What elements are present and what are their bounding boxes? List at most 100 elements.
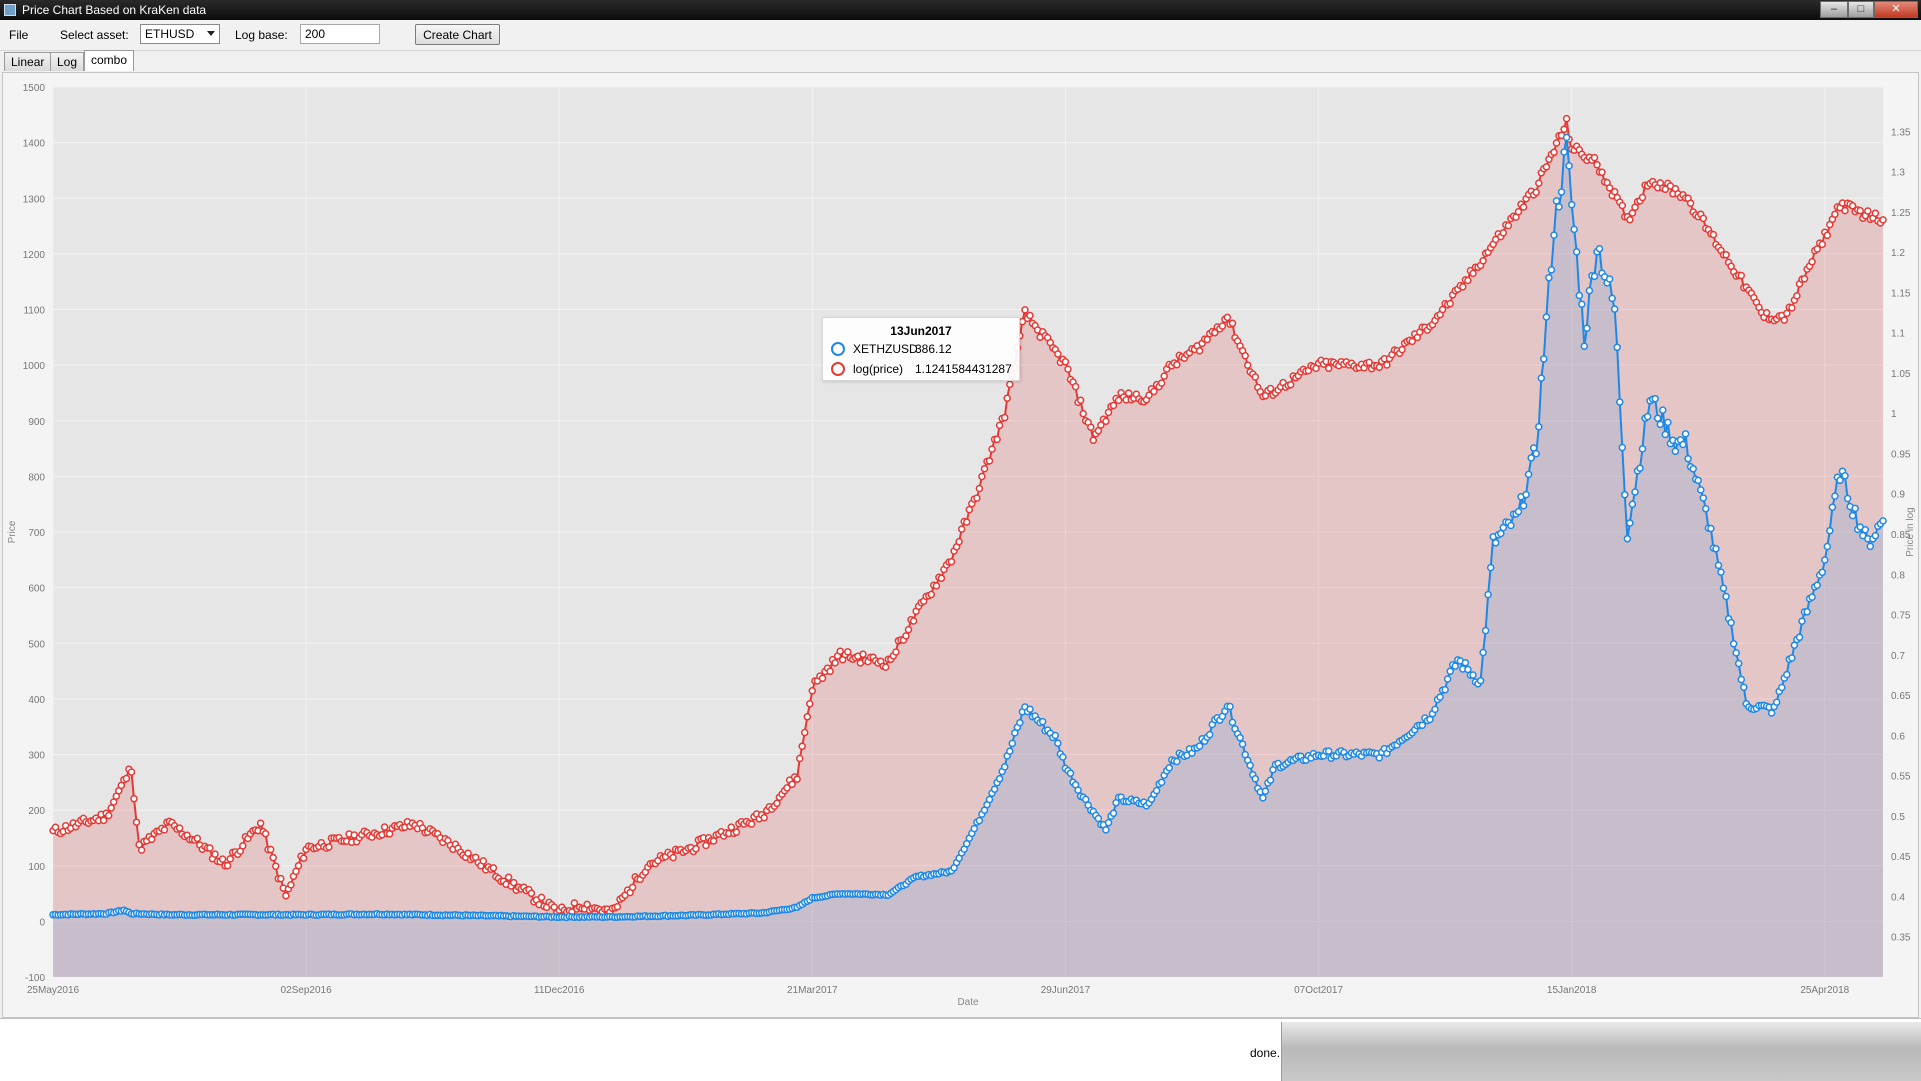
y2-tick-label: 0.85 [1891, 530, 1911, 541]
data-point [1026, 311, 1034, 320]
data-point [1572, 248, 1581, 256]
progress-bar [1281, 1022, 1921, 1081]
data-point [1064, 365, 1072, 373]
data-point [1813, 245, 1821, 253]
data-point [965, 505, 974, 514]
data-point [1793, 292, 1801, 300]
data-point [1795, 633, 1804, 642]
data-point [1813, 581, 1821, 590]
data-point [99, 816, 108, 825]
data-point [1841, 472, 1849, 480]
data-point [1226, 702, 1234, 711]
x-tick-label: 07Oct2017 [1294, 985, 1343, 996]
data-point [583, 900, 591, 909]
data-point [962, 518, 971, 526]
data-point [1697, 486, 1705, 494]
data-point [1618, 443, 1627, 452]
data-point [788, 780, 796, 789]
data-point [988, 445, 996, 453]
data-point [1261, 787, 1270, 795]
tab-log[interactable]: Log [50, 52, 85, 71]
data-point [1016, 718, 1024, 727]
data-point [1783, 670, 1791, 679]
data-point [294, 861, 303, 870]
data-point [1618, 201, 1627, 210]
data-point [831, 659, 839, 667]
data-point [1408, 337, 1416, 346]
data-point [1661, 430, 1670, 439]
data-point [1109, 401, 1118, 410]
chevron-down-icon [207, 31, 215, 36]
data-point [1590, 153, 1599, 162]
data-point [1436, 693, 1444, 701]
data-point [509, 878, 518, 887]
data-point [1575, 291, 1584, 300]
data-point [798, 742, 806, 751]
create-chart-button[interactable]: Create Chart [415, 24, 500, 45]
data-point [193, 834, 202, 843]
data-point [1418, 721, 1427, 730]
asset-select[interactable]: ETHUSD [140, 24, 220, 44]
data-point [1109, 809, 1118, 818]
data-point [1061, 358, 1070, 366]
data-point [1583, 324, 1591, 333]
y-tick-label: 1500 [23, 83, 46, 94]
file-menu[interactable]: File [9, 28, 29, 42]
data-point [1712, 545, 1720, 553]
data-point [266, 845, 275, 854]
data-point [1780, 316, 1789, 324]
y-tick-label: 1300 [23, 194, 46, 205]
data-point [1717, 568, 1725, 576]
data-point [479, 857, 488, 865]
data-point [1638, 445, 1647, 453]
data-point [669, 853, 677, 862]
y2-tick-label: 1.05 [1891, 369, 1911, 380]
data-point [990, 785, 999, 793]
window-title: Price Chart Based on KraKen data [22, 3, 207, 17]
data-point [1051, 731, 1060, 740]
data-point [1461, 658, 1470, 667]
data-point [1479, 648, 1487, 657]
data-point [1054, 350, 1062, 358]
data-point [1848, 511, 1857, 520]
data-point [107, 804, 115, 812]
data-point [1871, 531, 1880, 540]
data-point [909, 617, 918, 625]
data-point [1808, 258, 1816, 266]
data-point [985, 457, 994, 465]
data-point [1246, 761, 1254, 770]
log-base-input[interactable] [300, 24, 380, 44]
y-tick-label: 300 [28, 751, 45, 762]
data-point [1464, 276, 1472, 285]
data-point [1859, 531, 1867, 540]
data-point [380, 823, 389, 831]
maximize-button[interactable]: □ [1848, 1, 1874, 18]
data-point [1451, 662, 1459, 670]
y2-tick-label: 1.15 [1891, 288, 1911, 299]
combo-chart[interactable]: -100 0 100 200 300 400 500 600 700 800 900 1000 1100… [3, 73, 1918, 1017]
data-point [1681, 430, 1690, 438]
data-point [1000, 763, 1009, 771]
circle-marker-icon [831, 342, 845, 356]
data-point [1497, 529, 1505, 538]
data-point [1519, 203, 1528, 211]
minimize-button[interactable]: – [1820, 1, 1848, 18]
data-point [1864, 207, 1872, 215]
data-point [130, 794, 138, 803]
data-point [1803, 608, 1811, 616]
data-point [1094, 814, 1103, 823]
data-point [1223, 313, 1232, 322]
data-point [570, 899, 579, 907]
data-point [993, 435, 1001, 444]
data-point [985, 795, 994, 804]
data-point [122, 774, 131, 783]
tab-linear[interactable]: Linear [4, 52, 52, 71]
data-point [975, 816, 984, 825]
close-button[interactable]: ✕ [1874, 1, 1918, 18]
tab-combo[interactable]: combo [84, 50, 135, 71]
data-point [1173, 360, 1181, 369]
data-point [226, 855, 234, 863]
data-point [550, 903, 558, 911]
data-point [1431, 705, 1439, 714]
data-point [1567, 200, 1576, 209]
